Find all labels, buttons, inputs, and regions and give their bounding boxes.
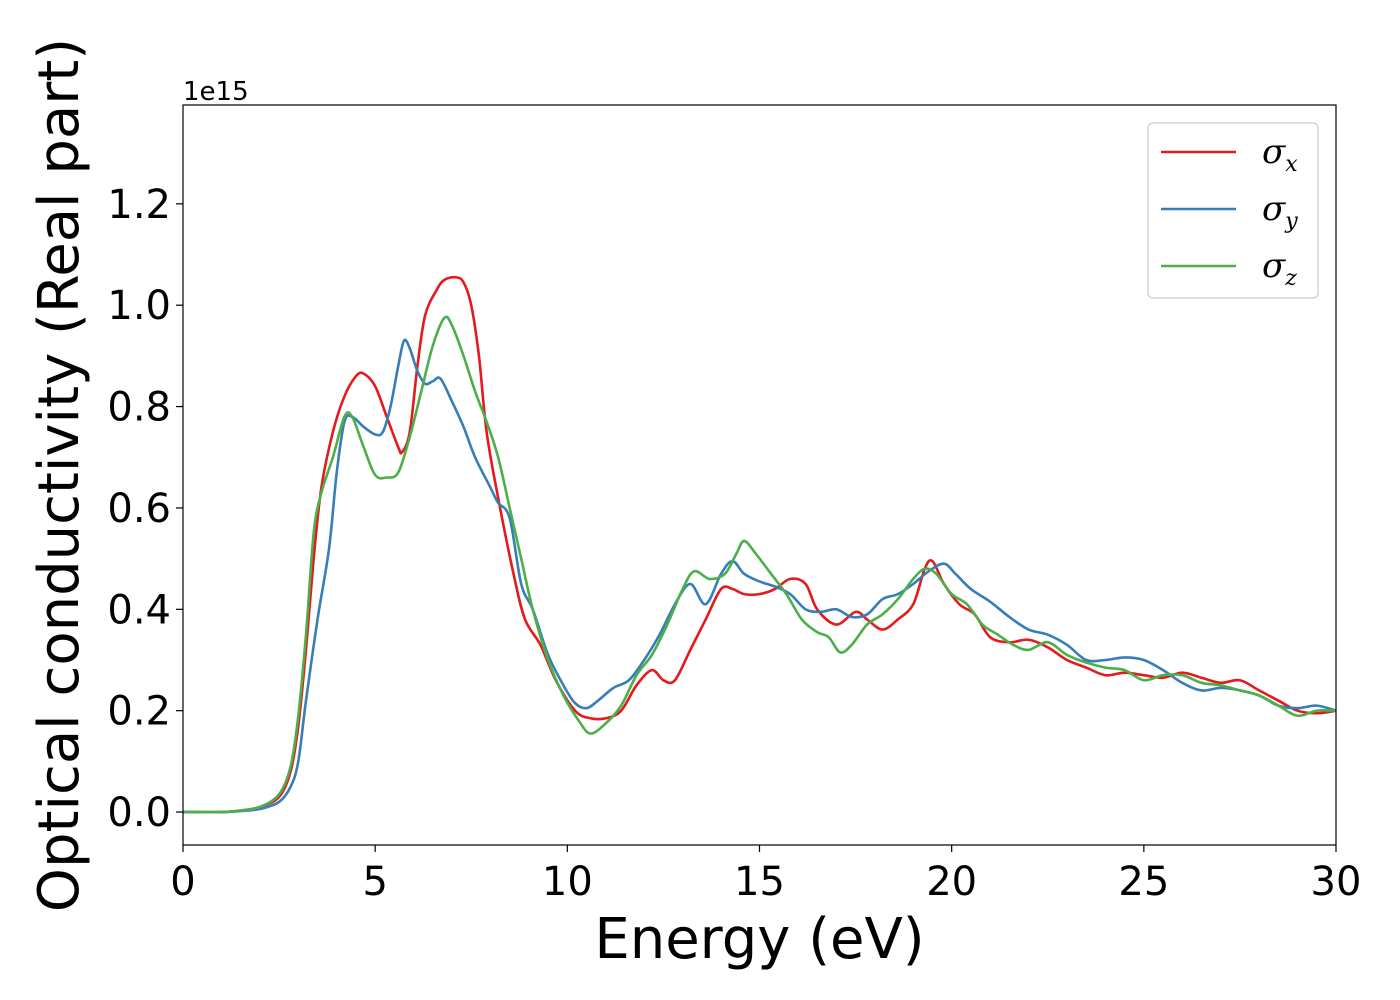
- series-line-z: [183, 315, 1336, 814]
- y-tick-label: 0.2: [107, 689, 171, 735]
- x-tick-label: 15: [734, 859, 785, 905]
- y-axis-ticks: 0.0 0.2 0.4 0.6 0.8 1.0 1.2: [107, 182, 183, 836]
- x-tick-label: 25: [1118, 859, 1169, 905]
- legend-label-x: σx: [1262, 132, 1298, 177]
- y-tick-label: 0.6: [107, 486, 171, 532]
- legend: σx σy σz: [1147, 122, 1319, 299]
- x-tick-label: 0: [170, 859, 195, 905]
- x-tick-label: 30: [1311, 859, 1362, 905]
- y-tick-label: 1.0: [107, 283, 171, 329]
- series-line-y: [183, 338, 1336, 814]
- x-tick-label: 5: [362, 859, 387, 905]
- legend-label-z: σz: [1262, 246, 1297, 291]
- y-tick-label: 1.2: [107, 182, 171, 228]
- series-line-x: [183, 275, 1336, 814]
- y-tick-label: 0.8: [107, 385, 171, 431]
- x-tick-label: 10: [542, 859, 593, 905]
- y-axis-label: Optical conductivity (Real part): [27, 38, 92, 912]
- y-offset-text: 1e15: [183, 77, 249, 107]
- x-tick-label: 20: [926, 859, 977, 905]
- legend-box: [1147, 122, 1319, 299]
- y-tick-label: 0.0: [107, 790, 171, 836]
- x-axis-label: Energy (eV): [594, 907, 924, 972]
- y-tick-label: 0.4: [107, 587, 171, 633]
- plot-lines: [183, 275, 1336, 814]
- x-axis-ticks: 0 5 10 15 20 25 30: [170, 845, 1361, 905]
- legend-label-y: σy: [1262, 189, 1298, 234]
